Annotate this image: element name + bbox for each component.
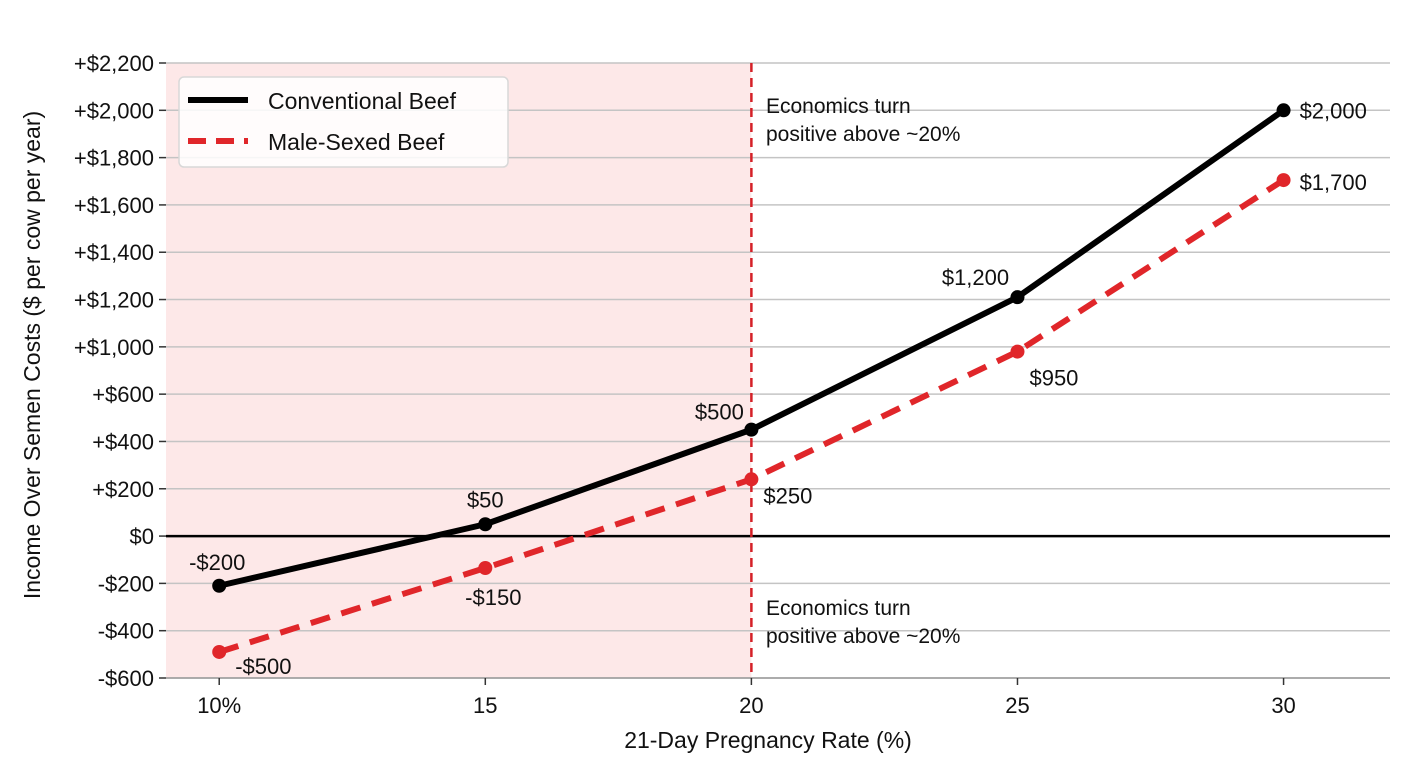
- y-tick-label: +$1,200: [74, 288, 154, 313]
- y-tick-label: +$1,000: [74, 335, 154, 360]
- y-tick-label: -$200: [98, 571, 154, 596]
- data-point-conventional: [1010, 290, 1025, 305]
- data-point-conventional: [212, 578, 227, 593]
- y-tick-label: +$600: [92, 382, 154, 407]
- y-tick-label: +$200: [92, 477, 154, 502]
- data-point-conventional: [744, 422, 759, 437]
- legend-label-conventional: Conventional Beef: [268, 88, 457, 114]
- data-label-male-sexed: -$500: [235, 654, 291, 679]
- y-tick-label: +$2,000: [74, 98, 154, 123]
- data-point-conventional: [478, 517, 493, 532]
- x-axis-title: 21-Day Pregnancy Rate (%): [624, 727, 912, 753]
- data-label-male-sexed: $250: [763, 483, 812, 508]
- y-tick-label: +$400: [92, 429, 154, 454]
- data-label-conventional: -$200: [189, 550, 245, 575]
- y-tick-label: +$1,400: [74, 240, 154, 265]
- data-label-male-sexed: -$150: [465, 585, 521, 610]
- annotation-lower: Economics turn positive above ~20%: [766, 597, 960, 648]
- data-point-male-sexed: [744, 472, 759, 487]
- legend-label-male-sexed: Male-Sexed Beef: [268, 129, 445, 155]
- y-tick-label: +$1,800: [74, 146, 154, 171]
- annotation-upper: Economics turn positive above ~20%: [766, 95, 960, 146]
- x-tick-label: 25: [1005, 693, 1029, 718]
- annotation-lower-line2: positive above ~20%: [766, 625, 960, 648]
- data-point-male-sexed: [212, 644, 227, 659]
- annotation-upper-line2: positive above ~20%: [766, 123, 960, 146]
- data-label-conventional: $2,000: [1300, 98, 1367, 123]
- annotation-lower-line1: Economics turn: [766, 597, 911, 620]
- y-tick-label: -$600: [98, 666, 154, 691]
- y-tick-label: +$1,600: [74, 193, 154, 218]
- data-point-male-sexed: [478, 561, 493, 576]
- data-label-male-sexed: $1,700: [1300, 170, 1367, 195]
- data-point-male-sexed: [1010, 344, 1025, 359]
- legend-box: [178, 76, 509, 168]
- y-tick-label: -$400: [98, 619, 154, 644]
- y-tick-label: $0: [130, 524, 154, 549]
- data-point-conventional: [1276, 103, 1291, 118]
- x-tick-label: 20: [739, 693, 763, 718]
- x-tick-label: 15: [473, 693, 497, 718]
- data-label-conventional: $1,200: [942, 265, 1009, 290]
- data-label-male-sexed: $950: [1029, 366, 1078, 391]
- legend: Conventional Beef Male-Sexed Beef: [178, 76, 509, 168]
- x-tick-label: 10%: [197, 693, 241, 718]
- data-point-male-sexed: [1276, 173, 1291, 188]
- y-tick-label: +$2,200: [74, 51, 154, 76]
- annotation-upper-line1: Economics turn: [766, 95, 911, 118]
- y-axis-title: Income Over Semen Costs ($ per cow per y…: [19, 111, 45, 599]
- data-label-conventional: $50: [467, 487, 504, 512]
- x-tick-label: 30: [1271, 693, 1295, 718]
- data-label-conventional: $500: [695, 400, 744, 425]
